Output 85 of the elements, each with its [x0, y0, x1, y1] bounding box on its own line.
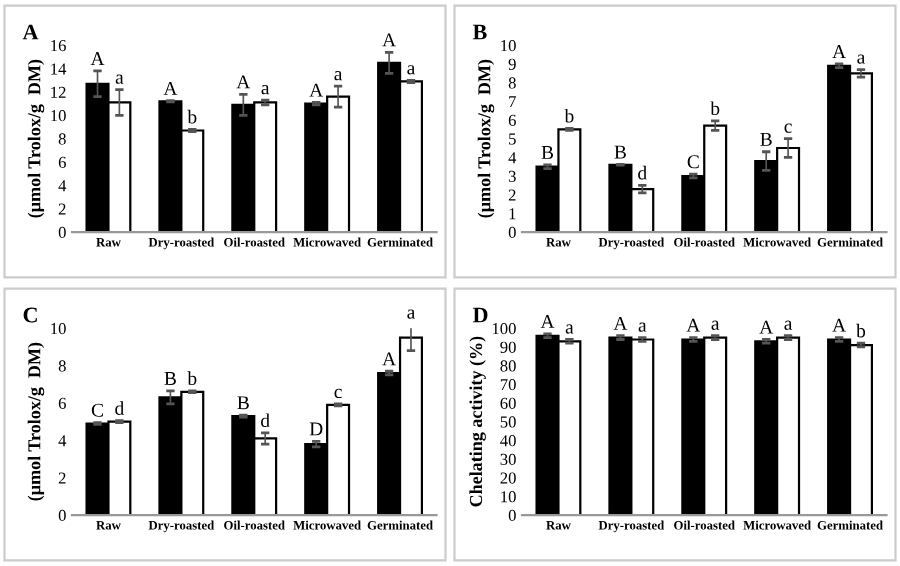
data-label: A — [540, 315, 555, 328]
y-tick-label: 2 — [58, 472, 66, 484]
data-label: a — [638, 322, 647, 332]
data-label: a — [261, 85, 270, 95]
y-tick-label: 4 — [508, 152, 517, 164]
data-label: a — [407, 309, 416, 319]
y-tick-label: 20 — [500, 472, 516, 484]
y-axis-title: (µmol Trolox/g DM) — [477, 59, 495, 218]
y-tick-label: 4 — [58, 180, 67, 192]
y-tick-label: 30 — [500, 453, 516, 465]
data-label: B — [760, 133, 772, 146]
data-label: B — [614, 145, 626, 159]
data-label: A — [382, 33, 396, 47]
y-tick-label: 10 — [51, 322, 66, 335]
chart-title: C — [23, 307, 37, 323]
data-label: a — [857, 54, 866, 64]
data-label: c — [334, 388, 342, 399]
data-label: a — [565, 324, 574, 334]
data-label: a — [784, 320, 793, 330]
data-label: A — [90, 52, 105, 65]
y-tick-label: 7 — [509, 96, 516, 108]
data-label: a — [115, 74, 124, 84]
data-label: b — [187, 109, 197, 124]
data-label: A — [759, 320, 774, 334]
y-tick-label: 0 — [58, 509, 66, 522]
y-tick-label: 80 — [500, 360, 516, 372]
data-label: B — [164, 372, 176, 385]
y-tick-label: 50 — [500, 416, 516, 428]
data-label: B — [541, 146, 554, 159]
data-label: C — [687, 155, 699, 169]
y-tick-label: 8 — [58, 360, 66, 372]
y-tick-label: 0 — [508, 509, 516, 522]
y-tick-label: 4 — [58, 435, 67, 447]
data-label: d — [638, 165, 647, 180]
y-tick-label: 2 — [508, 189, 516, 201]
data-label: C — [91, 403, 103, 417]
y-tick-label: 10 — [501, 491, 516, 503]
y-tick-label: 0 — [508, 226, 516, 239]
y-tick-label: 40 — [500, 435, 516, 447]
y-tick-label: 70 — [500, 379, 516, 391]
chart-title: A — [22, 24, 39, 40]
y-tick-label: 6 — [58, 156, 66, 168]
y-tick-label: 5 — [509, 133, 516, 145]
y-tick-label: 100 — [492, 322, 516, 335]
data-label: A — [309, 83, 324, 97]
data-label: b — [710, 101, 720, 116]
y-axis-title: (µmol Trolox/g DM) — [27, 59, 45, 218]
data-label: A — [613, 316, 628, 330]
y-tick-label: 10 — [51, 110, 66, 122]
chart-title: D — [472, 307, 488, 323]
y-tick-label: 10 — [501, 39, 516, 52]
y-tick-label: 8 — [508, 77, 516, 89]
data-label: A — [832, 318, 846, 332]
data-label: a — [334, 71, 343, 81]
data-label: a — [711, 320, 720, 330]
data-label: B — [237, 396, 249, 410]
y-axis-title: (µmol Trolox/g DM) — [27, 342, 45, 501]
data-label: d — [261, 413, 270, 428]
y-tick-label: 1 — [509, 208, 516, 220]
y-tick-label: 3 — [508, 170, 516, 182]
data-label: b — [564, 108, 574, 123]
y-tick-label: 0 — [58, 226, 66, 239]
data-label: b — [856, 323, 866, 338]
y-tick-label: 8 — [58, 133, 66, 145]
data-label: A — [382, 352, 396, 366]
data-label: A — [832, 45, 846, 58]
y-tick-label: 12 — [51, 86, 66, 98]
y-tick-label: 60 — [500, 397, 516, 409]
y-tick-label: 16 — [51, 40, 66, 52]
y-tick-label: 14 — [51, 63, 67, 75]
data-label: A — [236, 75, 251, 89]
chart-title: B — [472, 24, 487, 40]
y-tick-label: 90 — [500, 341, 516, 353]
data-label: c — [784, 123, 792, 133]
data-label: b — [187, 371, 197, 386]
data-label: A — [163, 81, 178, 95]
y-tick-label: 6 — [58, 397, 66, 409]
data-label: A — [686, 318, 701, 332]
y-axis-title: Chelating activity (%) — [469, 336, 486, 507]
y-tick-label: 9 — [508, 58, 516, 70]
data-label: d — [115, 401, 125, 415]
y-tick-label: 6 — [508, 114, 516, 126]
data-label: D — [309, 422, 323, 436]
data-label: a — [407, 65, 416, 75]
y-tick-label: 2 — [58, 203, 66, 215]
